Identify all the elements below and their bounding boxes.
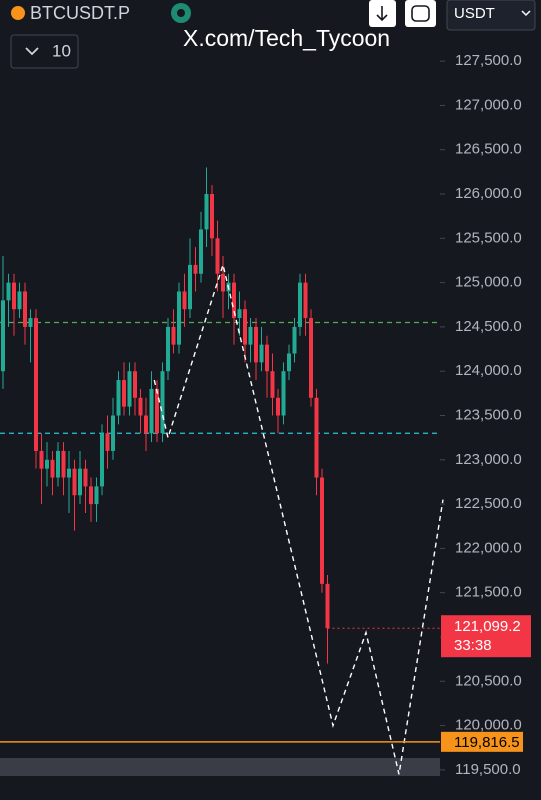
y-tick-label: 123,500.0 (455, 406, 522, 423)
candle-body (56, 450, 60, 478)
candle-body (265, 344, 269, 372)
quote-currency: USDT (454, 5, 495, 22)
download-icon (376, 6, 388, 22)
candle-body (254, 326, 258, 363)
candle-body (232, 282, 236, 319)
candle-body (116, 380, 121, 416)
y-tick-label: 120,000.0 (455, 717, 522, 734)
y-tick-label: 122,500.0 (455, 495, 522, 512)
candle-body (122, 380, 126, 407)
candle-body (105, 433, 110, 451)
candle-body (221, 273, 225, 292)
candle-body (276, 397, 280, 416)
y-tick-label: 127,500.0 (455, 52, 522, 69)
candle-body (303, 282, 308, 319)
candle-body (188, 264, 192, 310)
fullscreen-button[interactable] (405, 0, 436, 27)
candle-body (83, 468, 88, 487)
candle-body (160, 371, 165, 434)
last-price-box (441, 615, 531, 658)
candle-body (243, 309, 247, 345)
candle-body (155, 388, 159, 434)
candle-body (89, 486, 93, 505)
y-tick-label: 126,500.0 (455, 141, 522, 158)
interval-select[interactable] (10, 34, 79, 69)
candle-body (298, 282, 302, 327)
quote-select[interactable] (446, 0, 536, 31)
candle-body (204, 194, 209, 230)
y-tick-label: 119,500.0 (455, 761, 521, 778)
candle-body (138, 397, 143, 416)
candle-body (248, 326, 253, 345)
countdown: 33:38 (454, 637, 492, 654)
candle-body (45, 459, 49, 469)
candle-body (133, 371, 137, 398)
candle-body (17, 291, 22, 310)
candle-body (100, 433, 104, 487)
candle-body (111, 415, 115, 451)
candle-body (67, 468, 71, 478)
y-tick-label: 126,000.0 (455, 185, 522, 202)
y-tick-label: 124,000.0 (455, 362, 522, 379)
y-tick-label: 125,500.0 (455, 229, 522, 246)
candle-body (320, 477, 324, 584)
coin-icon (11, 6, 25, 20)
candle-body (127, 371, 132, 407)
candle-body (210, 194, 214, 239)
candle-body (50, 459, 55, 478)
candle-body (23, 291, 27, 327)
candle-body (309, 318, 313, 398)
candle-body (144, 415, 148, 434)
watermark: X.com/Tech_Tycoon (183, 25, 390, 51)
candle-body (237, 309, 242, 319)
candle-body (39, 450, 44, 469)
candle-body (325, 583, 330, 629)
candle-body (149, 388, 154, 434)
candle-body (182, 291, 187, 310)
candle-body (61, 450, 66, 478)
candle-body (215, 238, 220, 274)
chevron (25, 47, 39, 56)
highlight-band (0, 758, 440, 776)
candle-body (177, 291, 181, 345)
candle-body (292, 326, 297, 354)
candle-body (199, 229, 203, 274)
y-tick-label: 127,000.0 (455, 96, 522, 113)
candle-body (34, 318, 38, 451)
symbol[interactable]: BTCUSDT.P (30, 3, 130, 23)
fullscreen-icon (411, 5, 430, 22)
chevron (521, 10, 531, 17)
candle-body (281, 371, 286, 416)
candle-body (171, 326, 176, 345)
candle-body (6, 282, 11, 301)
pattern-line (153, 262, 444, 775)
candle-body (12, 282, 16, 310)
candle-body (94, 486, 99, 505)
y-tick-label: 122,000.0 (455, 539, 522, 556)
candle-body (314, 397, 319, 478)
mark-label-box (441, 731, 523, 752)
candle-body (287, 353, 291, 372)
candle-body (28, 318, 33, 327)
last-price-label: 121,099.2 (454, 618, 521, 635)
y-tick-label: 120,500.0 (455, 672, 522, 689)
candle-body (259, 344, 264, 363)
interval: 10 (52, 41, 71, 60)
y-tick-label: 121,500.0 (455, 584, 522, 601)
candle-body (1, 300, 5, 372)
y-tick-label: 124,500.0 (455, 318, 522, 335)
candle-body (72, 468, 77, 496)
plot: 119,500.0120,000.0120,500.0121,000.0121,… (0, 52, 531, 778)
status-dot-inner (177, 9, 185, 17)
y-tick-label: 123,000.0 (455, 451, 522, 468)
mark-label: 119,816.5 (454, 734, 520, 751)
candle-body (166, 326, 170, 372)
candle-body (78, 468, 82, 496)
y-tick-label: 125,000.0 (455, 274, 522, 291)
candle-body (270, 371, 275, 398)
candle-body (193, 264, 198, 274)
